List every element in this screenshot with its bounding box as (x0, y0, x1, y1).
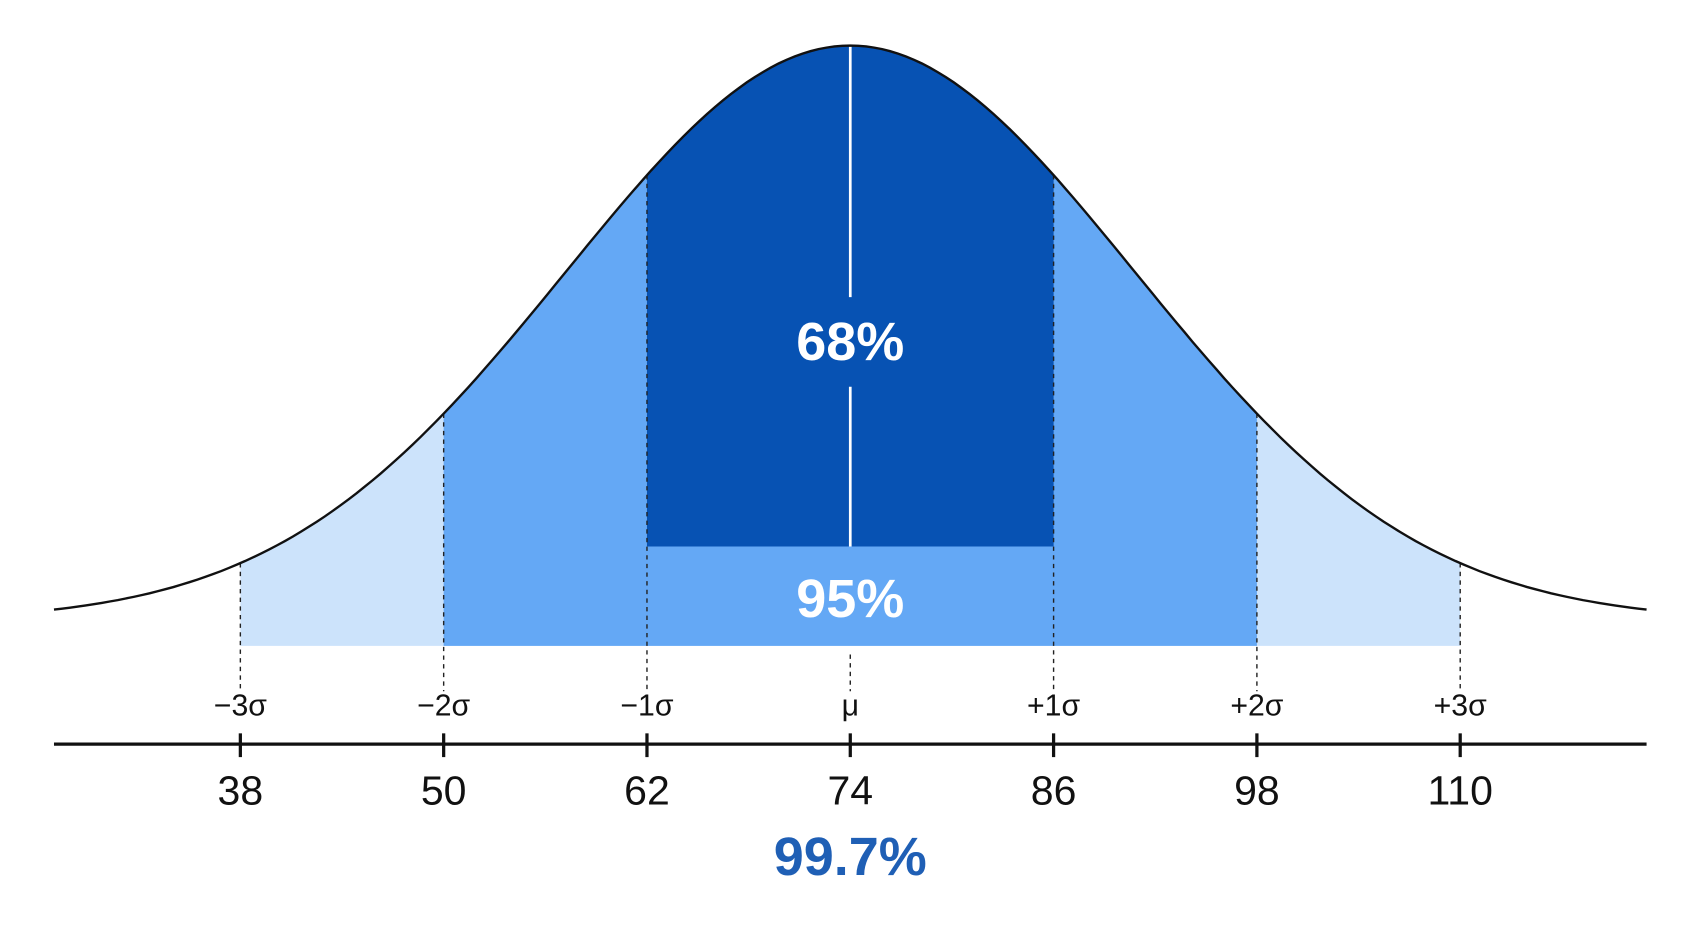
x-tick-label: 62 (624, 768, 670, 814)
sigma-label: −2σ (417, 689, 470, 722)
x-tick-label: 86 (1031, 768, 1077, 814)
x-tick-label: 98 (1234, 768, 1280, 814)
x-tick-label: 38 (218, 768, 264, 814)
band-label: 68% (796, 312, 904, 372)
band-label: 95% (796, 569, 904, 629)
x-tick-label: 74 (827, 768, 873, 814)
band-label: 99.7% (774, 827, 927, 887)
sigma-label: +2σ (1230, 689, 1283, 722)
sigma-label: +1σ (1027, 689, 1080, 722)
sigma-label: +3σ (1434, 689, 1487, 722)
sigma-label: −3σ (214, 689, 267, 722)
density-curve (53, 44, 1647, 611)
sigma-label: −1σ (620, 689, 673, 722)
sigma-label: μ (842, 689, 859, 722)
x-tick-label: 50 (421, 768, 467, 814)
x-tick-label: 110 (1428, 768, 1493, 814)
